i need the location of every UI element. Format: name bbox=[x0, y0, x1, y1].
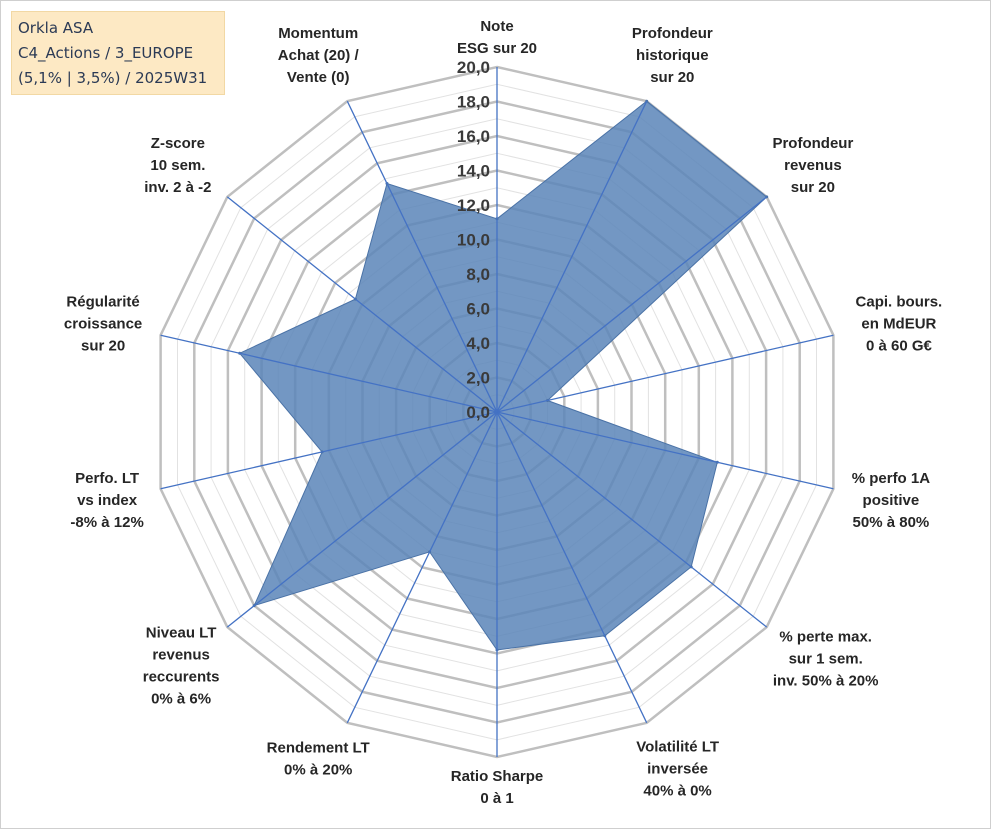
axis-spoke bbox=[496, 411, 834, 490]
chart-title-box: Orkla ASA C4_Actions / 3_EUROPE (5,1% | … bbox=[11, 11, 225, 95]
axis-label-8: Ratio Sharpe 0 à 1 bbox=[451, 768, 544, 807]
axis-spoke bbox=[226, 411, 498, 628]
axis-label-line: reccurents bbox=[143, 669, 220, 686]
axis-label-line: en MdEUR bbox=[861, 316, 936, 333]
axis-label-13: Z-score 10 sem. inv. 2 à -2 bbox=[144, 135, 211, 196]
axis-label-line: vs index bbox=[77, 492, 138, 509]
axis-label-6: % perte max. sur 1 sem. inv. 50% à 20% bbox=[773, 629, 879, 690]
axis-label-line: sur 20 bbox=[650, 69, 694, 86]
axis-label-line: Volatilité LT bbox=[636, 739, 719, 756]
axis-spoke bbox=[226, 196, 498, 413]
axis-spoke bbox=[346, 100, 498, 413]
axis-label-5: % perfo 1A positive 50% à 80% bbox=[852, 470, 931, 531]
axis-spoke bbox=[496, 411, 768, 628]
axis-label-12: Régularité croissance sur 20 bbox=[64, 294, 142, 355]
axis-label-line: -8% à 12% bbox=[70, 514, 143, 531]
axis-label-11: Perfo. LT vs index -8% à 12% bbox=[70, 470, 143, 531]
axis-label-line: revenus bbox=[152, 647, 210, 664]
axis-spoke bbox=[496, 100, 648, 413]
axis-label-10: Niveau LT revenus reccurents 0% à 6% bbox=[143, 625, 220, 708]
axis-label-line: Profondeur bbox=[772, 135, 853, 152]
axis-label-line: 10 sem. bbox=[150, 157, 205, 174]
axis-spoke bbox=[160, 334, 498, 413]
axis-label-line: inversée bbox=[647, 761, 708, 778]
axis-label-line: 0% à 20% bbox=[284, 762, 352, 779]
axis-label-line: sur 1 sem. bbox=[789, 651, 863, 668]
axis-label-4: Capi. bours. en MdEUR 0 à 60 G€ bbox=[856, 294, 943, 355]
axis-label-line: 50% à 80% bbox=[853, 514, 930, 531]
tick-label: 18,0 bbox=[457, 93, 490, 112]
chart-title-line-1: Orkla ASA bbox=[18, 19, 94, 37]
axis-label-line: sur 20 bbox=[791, 179, 835, 196]
axis-label-line: Z-score bbox=[151, 135, 205, 152]
axis-label-line: sur 20 bbox=[81, 338, 125, 355]
axis-label-line: Profondeur bbox=[632, 25, 713, 42]
axis-spoke bbox=[496, 411, 648, 724]
axis-label-line: inv. 50% à 20% bbox=[773, 673, 879, 690]
axis-label-line: Régularité bbox=[66, 294, 139, 311]
tick-label: 16,0 bbox=[457, 127, 490, 146]
axis-spoke bbox=[346, 411, 498, 724]
axis-label-line: 0% à 6% bbox=[151, 691, 211, 708]
axis-label-line: revenus bbox=[784, 157, 842, 174]
axis-label-line: ESG sur 20 bbox=[457, 40, 537, 57]
axis-label-3: Profondeur revenus sur 20 bbox=[772, 135, 853, 196]
axis-label-line: inv. 2 à -2 bbox=[144, 179, 211, 196]
axis-label-line: Niveau LT bbox=[146, 625, 217, 642]
chart-title-line-2: C4_Actions / 3_EUROPE bbox=[18, 44, 194, 62]
tick-label: 4,0 bbox=[466, 334, 490, 353]
chart-title-line-3: (5,1% | 3,5%) / 2025W31 bbox=[18, 69, 208, 87]
axis-label-line: croissance bbox=[64, 316, 142, 333]
axis-spoke bbox=[496, 196, 768, 413]
axis-label-line: 0 à 60 G€ bbox=[866, 338, 933, 355]
axis-label-line: 40% à 0% bbox=[643, 783, 711, 800]
tick-label: 14,0 bbox=[457, 162, 490, 181]
axis-spoke bbox=[496, 334, 834, 413]
tick-label: 12,0 bbox=[457, 196, 490, 215]
axis-label-line: 0 à 1 bbox=[480, 790, 513, 807]
tick-label: 10,0 bbox=[457, 231, 490, 250]
tick-label: 6,0 bbox=[466, 300, 490, 319]
tick-label: 20,0 bbox=[457, 58, 490, 77]
axis-label-line: Momentum bbox=[278, 25, 358, 42]
series-area bbox=[238, 100, 768, 651]
axis-label-line: Capi. bours. bbox=[856, 294, 943, 311]
axis-label-line: % perte max. bbox=[779, 629, 872, 646]
tick-label: 0,0 bbox=[466, 403, 490, 422]
axis-label-line: Note bbox=[480, 18, 513, 35]
axis-label-line: Vente (0) bbox=[287, 69, 350, 86]
axis-label-line: positive bbox=[863, 492, 920, 509]
axis-label-line: Achat (20) / bbox=[278, 47, 360, 64]
axis-label-line: Perfo. LT bbox=[75, 470, 139, 487]
axis-label-line: Ratio Sharpe bbox=[451, 768, 544, 785]
axis-label-line: % perfo 1A bbox=[852, 470, 931, 487]
axis-label-14: Momentum Achat (20) / Vente (0) bbox=[278, 25, 360, 86]
tick-label: 8,0 bbox=[466, 265, 490, 284]
axis-label-9: Rendement LT 0% à 20% bbox=[267, 740, 370, 779]
axis-spoke bbox=[160, 411, 498, 490]
axis-label-line: Rendement LT bbox=[267, 740, 370, 757]
axis-label-1: Note ESG sur 20 bbox=[457, 18, 537, 57]
tick-label: 2,0 bbox=[466, 369, 490, 388]
axis-label-2: Profondeur historique sur 20 bbox=[632, 25, 713, 86]
axis-label-7: Volatilité LT inversée 40% à 0% bbox=[636, 739, 719, 800]
axis-label-line: historique bbox=[636, 47, 709, 64]
